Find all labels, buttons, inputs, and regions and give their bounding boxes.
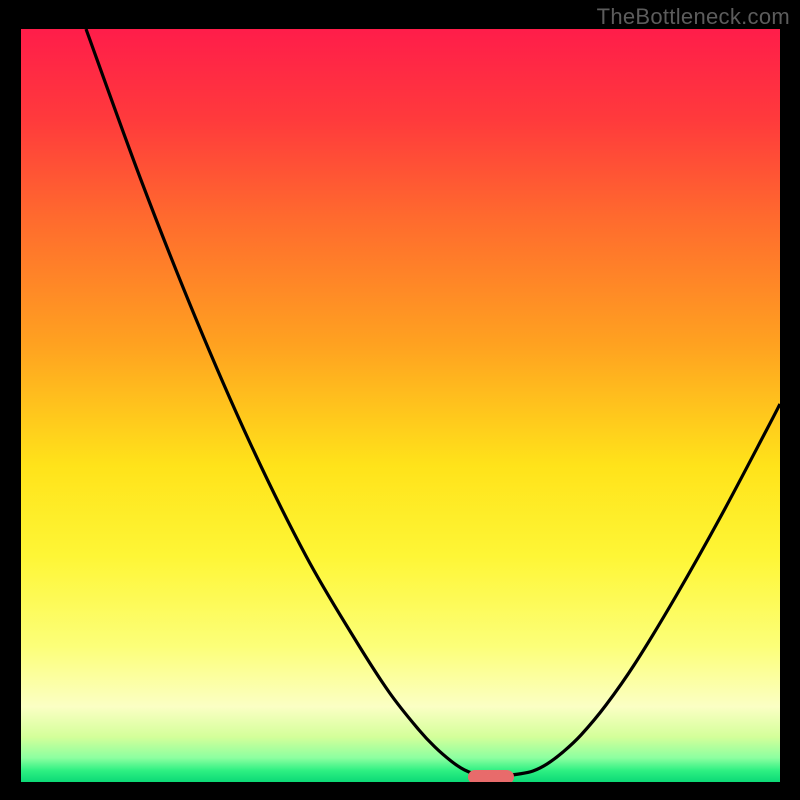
minimum-marker xyxy=(468,770,514,782)
chart-container: TheBottleneck.com xyxy=(0,0,800,800)
bottleneck-curve xyxy=(86,29,780,776)
plot-svg xyxy=(21,29,780,782)
watermark-text: TheBottleneck.com xyxy=(597,4,790,30)
plot-area xyxy=(21,29,780,782)
gradient-background xyxy=(21,29,780,782)
